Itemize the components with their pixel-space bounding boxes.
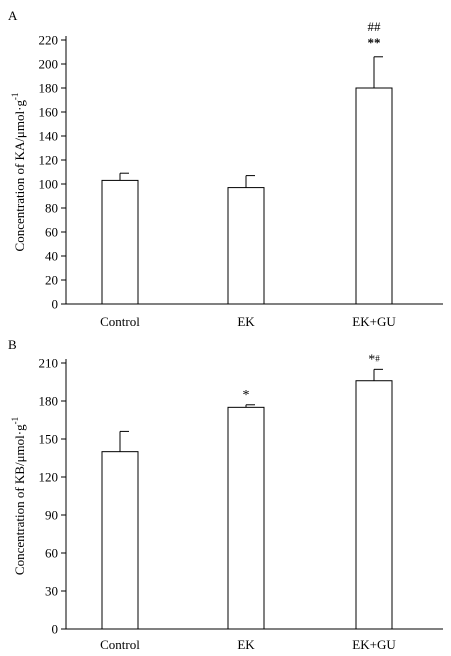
significance-marker-secondary: ## [368, 19, 382, 34]
significance-marker: ** [368, 35, 381, 50]
y-tick-label: 180 [39, 394, 59, 409]
x-tick-label: EK [237, 637, 255, 652]
y-tick-label: 200 [39, 57, 59, 72]
y-tick-label: 220 [39, 33, 59, 48]
bar [355, 380, 393, 630]
y-tick-label: 180 [39, 81, 59, 96]
bar [227, 406, 265, 630]
y-tick-label: 90 [45, 508, 58, 523]
y-tick-label: 150 [39, 432, 59, 447]
y-tick-label: 210 [39, 356, 59, 371]
y-tick-label: 120 [39, 470, 59, 485]
y-tick-label: 60 [45, 546, 58, 561]
y-tick-label: 20 [45, 273, 58, 288]
y-tick-label: 0 [52, 622, 59, 637]
y-tick-label: 120 [39, 153, 59, 168]
x-tick-label: Control [100, 637, 140, 652]
bar [227, 187, 265, 305]
y-tick-label: 80 [45, 201, 58, 216]
y-axis-label: Concentration of KA/μmol·g-1 [10, 93, 27, 252]
bar [101, 179, 139, 305]
bar [101, 451, 139, 630]
significance-marker: * [243, 388, 250, 403]
chart-panel-a: A 0 20 40 60 80 100 120 140 160 180 200 220 Concentra… [8, 8, 443, 329]
y-tick-label: 0 [52, 297, 59, 312]
y-tick-label: 160 [39, 105, 59, 120]
x-tick-label: EK [237, 314, 255, 329]
y-tick-label: 100 [39, 177, 59, 192]
significance-marker: *# [368, 352, 380, 367]
x-tick-label: EK+GU [352, 314, 396, 329]
y-tick-label: 40 [45, 249, 58, 264]
bar [355, 87, 393, 305]
y-tick-label: 60 [45, 225, 58, 240]
y-axis-label: Concentration of KB/μmol·g-1 [10, 417, 27, 575]
panel-label: B [8, 337, 17, 352]
chart-panel-b: B 0 30 60 90 120 150 180 210 Concentration of KB/… [8, 337, 443, 652]
panel-label: A [8, 8, 18, 23]
x-tick-label: Control [100, 314, 140, 329]
x-tick-label: EK+GU [352, 637, 396, 652]
y-tick-label: 30 [45, 584, 58, 599]
y-tick-label: 140 [39, 129, 59, 144]
